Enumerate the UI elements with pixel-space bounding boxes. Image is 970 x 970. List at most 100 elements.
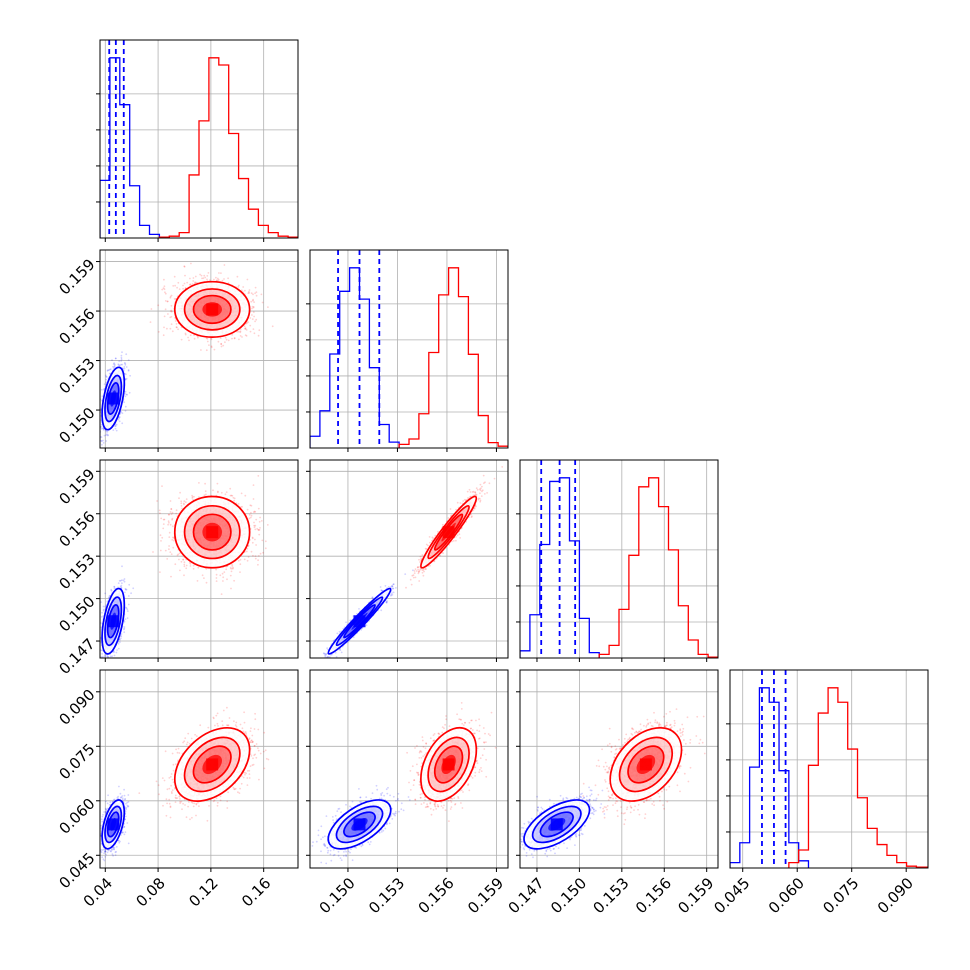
sample-point [254,292,256,295]
sample-point [175,326,178,329]
sample-point [170,294,173,297]
sample-point [123,620,126,623]
sample-point [113,362,115,364]
sample-point [125,353,128,356]
sample-point [124,395,127,398]
sample-point [132,587,135,590]
sample-point [119,641,121,643]
sample-point [213,278,215,281]
sample-point [242,286,245,288]
panel-content [100,250,298,448]
sample-point [120,363,122,366]
sample-point [216,279,219,282]
y-tick-label: 0.150 [55,404,98,447]
sample-point [177,281,180,284]
sample-point [247,556,250,558]
sample-point [250,300,253,303]
sample-point [118,364,121,367]
sample-point [115,651,118,654]
sample-point [244,334,247,336]
sample-point [172,546,175,549]
sample-point [252,311,255,313]
sample-point [182,284,184,287]
sample-point [118,420,121,423]
sample-point [170,309,173,312]
panel-1-1 [306,249,509,452]
sample-point [114,357,117,360]
sample-point [257,334,260,337]
sample-point [223,264,226,266]
sample-point [115,423,118,426]
sample-point [170,323,173,326]
sample-point [252,498,255,500]
sample-point [189,334,192,337]
histogram-blue [310,267,400,448]
sample-point [102,439,104,442]
sample-point [126,617,129,619]
sample-point [220,343,223,346]
sample-point [102,427,104,430]
sample-point [124,409,127,412]
sample-point [106,370,109,372]
sample-point [101,653,103,655]
sample-point [101,664,103,666]
sample-point [117,647,120,650]
sample-point [188,339,190,342]
sample-point [172,285,175,287]
sample-point [220,272,222,274]
sample-point [222,344,225,347]
sample-point [123,578,126,580]
sample-point [167,313,169,315]
sample-point [125,588,128,591]
sample-point [97,643,99,645]
sample-point [271,325,274,328]
y-tick-label: 0.156 [55,305,98,348]
density-peak [206,303,219,316]
sample-point [254,320,256,323]
sample-point [183,282,186,285]
sample-point [244,289,246,292]
sample-point [121,422,124,425]
sample-point [162,334,165,337]
sample-point [194,281,197,284]
sample-point [224,341,226,344]
sample-point [107,369,109,371]
sample-point [247,292,250,295]
sample-point [109,368,111,371]
sample-point [166,300,169,303]
sample-point [231,337,233,340]
sample-point [219,337,222,339]
sample-point [173,275,176,278]
sample-point [107,434,109,436]
sample-point [213,348,216,351]
sample-point [124,618,127,620]
sample-point [125,366,128,368]
sample-point [225,338,228,341]
sample-point [105,381,107,384]
sample-point [161,536,164,539]
sample-point [184,333,187,336]
sample-point [174,320,177,322]
sample-point [169,310,172,313]
sample-point [170,315,173,318]
sample-point [259,552,262,555]
sample-point [123,367,126,370]
sample-point [166,300,169,303]
sample-point [189,283,191,286]
density-peak [107,392,120,405]
sample-point [251,318,254,320]
sample-point [106,434,109,437]
sample-point [100,439,103,442]
sample-point [250,292,253,295]
sample-point [125,377,128,380]
sample-point [114,357,117,360]
sample-point [161,288,164,291]
sample-point [199,273,202,276]
sample-point [110,588,113,591]
sample-point [101,443,103,446]
sample-point [193,337,196,340]
sample-point [231,333,234,336]
sample-point [105,375,108,378]
sample-point [121,363,124,366]
sample-point [124,364,127,366]
